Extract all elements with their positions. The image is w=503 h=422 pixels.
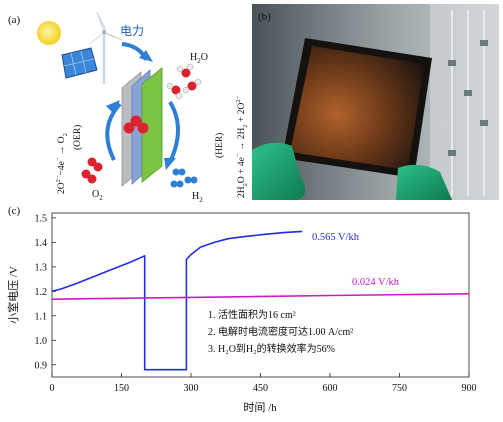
y-tick-label: 1.4: [35, 238, 48, 249]
water-molecules: [166, 63, 202, 100]
panel-a-schematic: (a) 电力: [8, 11, 249, 204]
voltage-time-chart: 0 150 300 450 600 750 900 0.9 1.0 1.1 1.2 1.3 1.4 1.5…: [6, 212, 477, 414]
h2o-label: H2O: [190, 52, 208, 65]
y-tick-label: 1.0: [35, 336, 48, 347]
annotation-box: 1. 活性面积为16 cm² 2. 电解时电流密度可达1.00 A/cm² 3.…: [208, 308, 353, 355]
series-line-2: [51, 293, 470, 300]
x-tick-label: 900: [462, 383, 477, 394]
y-tick-label: 1.5: [35, 213, 48, 224]
oxygen-molecules: [81, 157, 103, 184]
x-tick-label: 150: [114, 383, 129, 394]
x-axis-label: 时间 /h: [243, 401, 277, 414]
svg-text:2O2−−4e− → O2: 2O2−−4e− → O2: [55, 133, 69, 194]
annotation-3: 3. H₂O到H₂的转换效率为56%: [208, 342, 335, 355]
hydrogen-molecules: [170, 168, 198, 188]
membrane-molecules: [123, 115, 149, 134]
power-arrowhead: [139, 50, 153, 62]
y-tick-label: 0.9: [35, 360, 48, 371]
ceramic-wafer: [290, 46, 424, 170]
x-tick-label: 0: [50, 383, 55, 394]
gloved-hand-left: [252, 142, 306, 200]
svg-text:2H2O + 4e− → 2H2 + 2O2−: 2H2O + 4e− → 2H2 + 2O2−: [235, 95, 249, 198]
solar-panel-icon: [61, 47, 98, 79]
cathode-arrowhead: [164, 158, 176, 170]
series-label-2: 0.024 V/kh: [352, 277, 400, 288]
gloved-hand-right: [396, 164, 452, 200]
y-axis-label: 小室电压 /V: [6, 266, 20, 324]
anode-arrowhead: [106, 100, 120, 114]
series-labels: 0.565 V/kh 0.024 V/kh: [312, 232, 400, 288]
her-equation: 2H2O + 4e− → 2H2 + 2O2−: [235, 95, 249, 198]
cathode-plate: [141, 67, 163, 183]
y-tick-label: 1.2: [35, 287, 48, 298]
sun-icon: [37, 21, 61, 45]
power-label: 电力: [120, 24, 144, 38]
panel-b-photo: (b): [252, 4, 499, 200]
panel-b-label: (b): [258, 11, 271, 23]
o2-label: O2: [92, 189, 103, 202]
her-label: (HER): [214, 133, 225, 158]
series-label-1: 0.565 V/kh: [312, 232, 360, 243]
panel-c-label: (c): [8, 205, 21, 217]
series-layer: [51, 230, 470, 371]
oer-label: (OER): [72, 125, 83, 150]
y-tick-label: 1.3: [35, 262, 48, 273]
annotation-2: 2. 电解时电流密度可达1.00 A/cm²: [208, 325, 353, 338]
axis-ticks: 0 150 300 450 600 750 900 0.9 1.0 1.1 1.2 1.3 1.4 1.5: [35, 213, 477, 394]
svg-text:(OER): (OER): [72, 125, 83, 150]
panel-a-label: (a): [8, 14, 21, 26]
wind-turbine-icon: [89, 11, 123, 84]
cathode-arrow: [168, 100, 180, 163]
x-tick-label: 750: [392, 383, 407, 394]
x-tick-label: 300: [184, 383, 199, 394]
series-line-1: [51, 230, 303, 371]
h2-label: H2: [192, 191, 203, 204]
svg-text:(HER): (HER): [214, 133, 225, 158]
x-tick-label: 600: [323, 383, 338, 394]
x-tick-label: 450: [253, 383, 268, 394]
oer-equation: 2O2−−4e− → O2: [55, 133, 69, 194]
y-tick-label: 1.1: [35, 311, 48, 322]
lab-valves: [448, 40, 488, 156]
annotation-1: 1. 活性面积为16 cm²: [208, 308, 296, 321]
